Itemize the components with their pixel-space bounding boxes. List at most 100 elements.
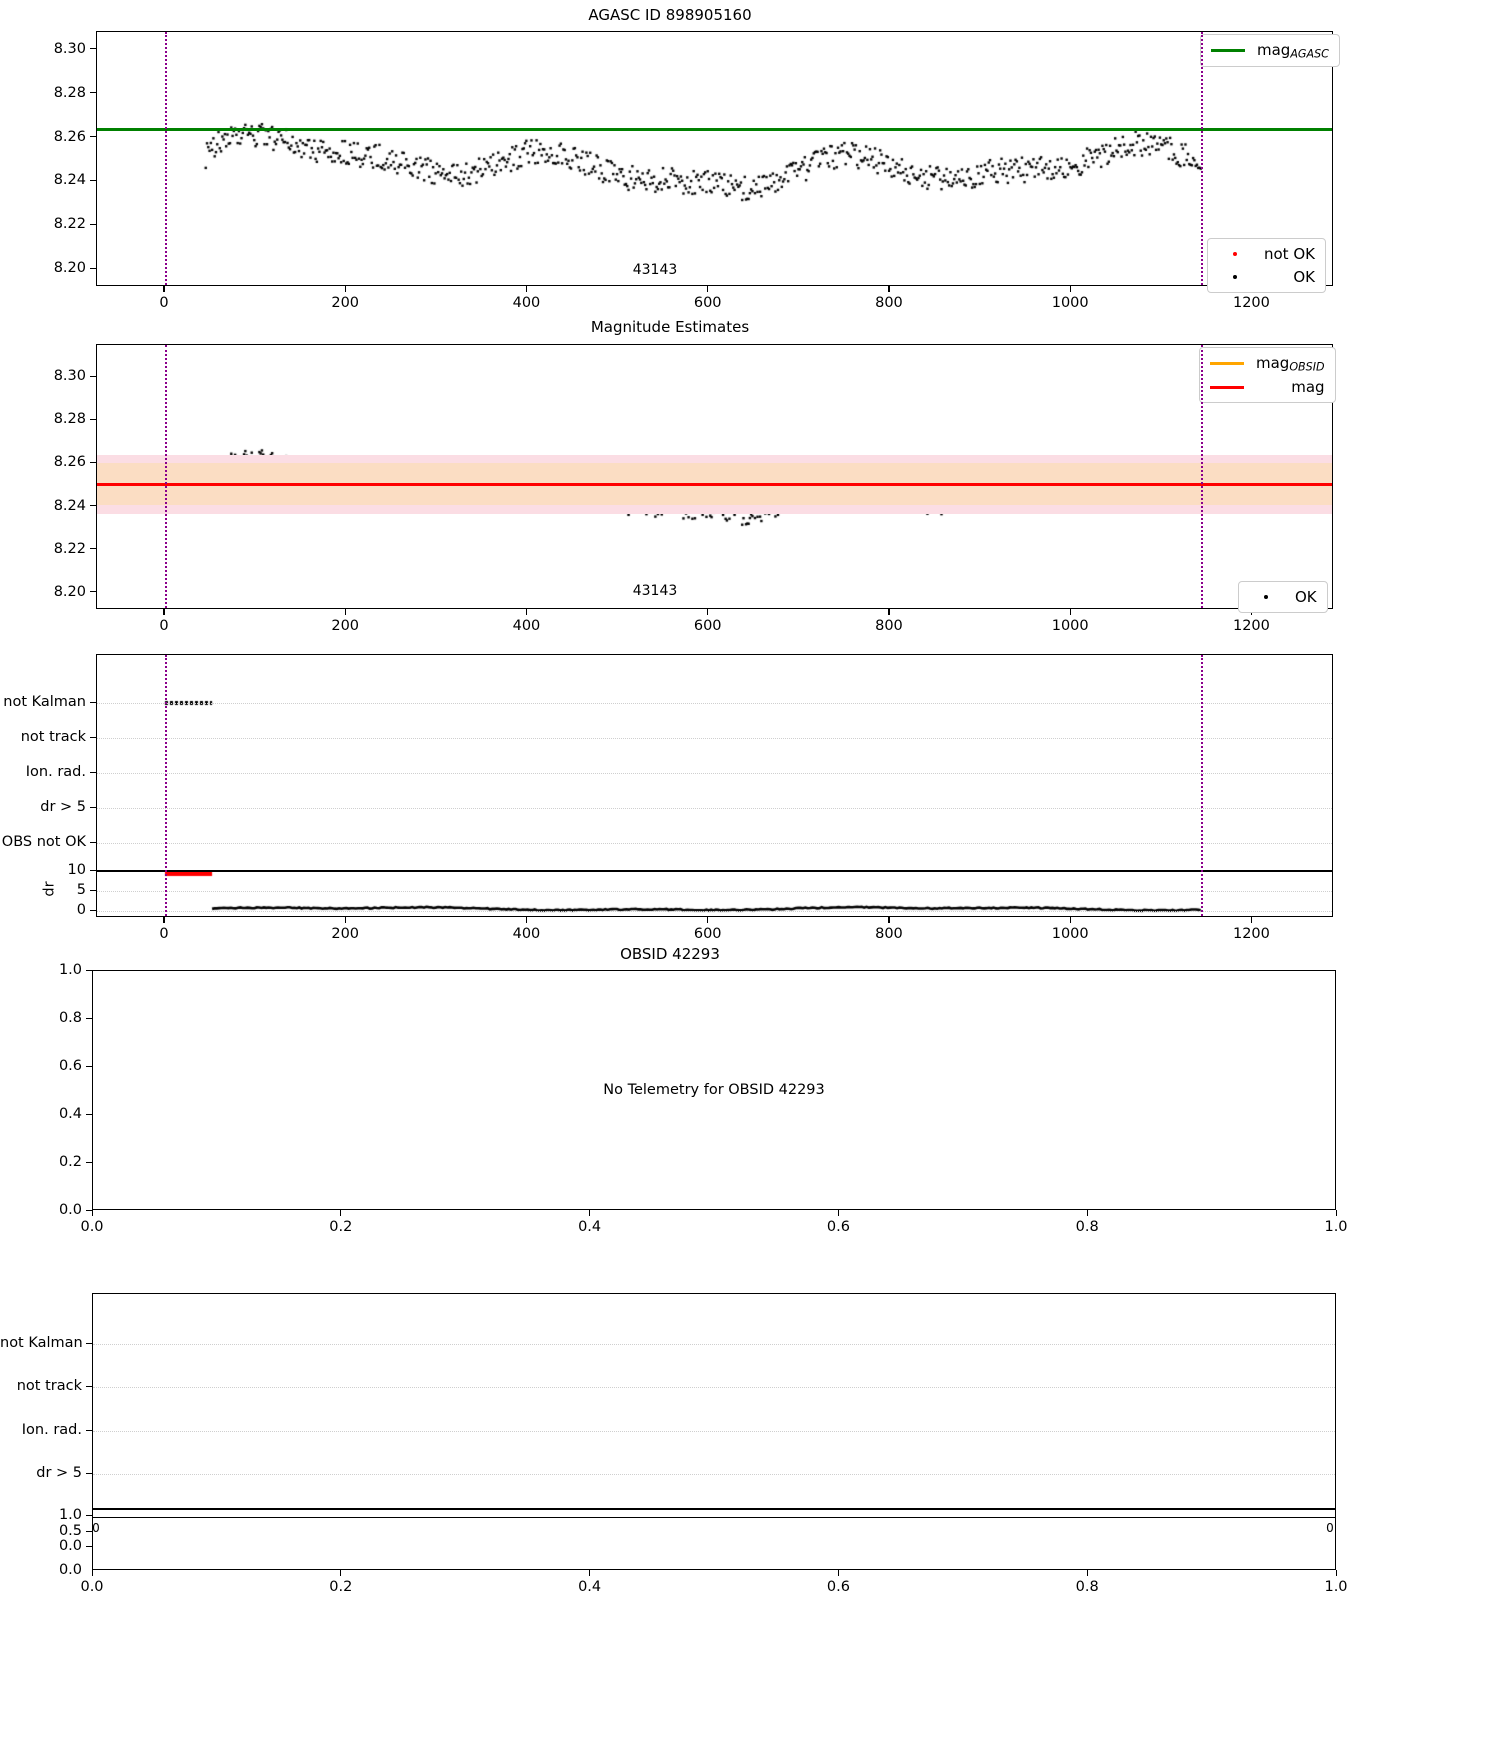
legend-label-mag-obsid: magOBSID bbox=[1256, 354, 1325, 374]
y-tick-mark bbox=[90, 841, 96, 843]
panel1-ytick-8.30: 8.30 bbox=[53, 40, 86, 57]
panel4-title: OBSID 42293 bbox=[620, 945, 720, 963]
panel4-axes: No Telemetry for OBSID 42293 bbox=[92, 970, 1336, 1210]
legend-item-not-ok[interactable]: not OK bbox=[1216, 245, 1315, 263]
panel-obsid-42293: OBSID 42293 No Telemetry for OBSID 42293… bbox=[0, 940, 1500, 1250]
y-tick-mark bbox=[90, 548, 96, 550]
y-tick-mark bbox=[90, 267, 96, 269]
panel3-dr-grid-0 bbox=[97, 911, 1332, 912]
mag-agasc-line bbox=[97, 127, 1332, 131]
obsid-divider-1 bbox=[1200, 32, 1203, 285]
legend-item-ok[interactable]: OK bbox=[1216, 268, 1315, 286]
panel4-ytick-0.8: 0.8 bbox=[58, 1010, 82, 1026]
panel3-xtick-200: 200 bbox=[331, 926, 360, 942]
x-tick-mark bbox=[1335, 1210, 1337, 1216]
x-tick-mark bbox=[1250, 917, 1253, 923]
panel5-xtick-1.0: 1.0 bbox=[1324, 1579, 1348, 1595]
panel2-ytick-8.22: 8.22 bbox=[53, 540, 86, 557]
y-tick-mark bbox=[90, 461, 96, 464]
panel4-xtick-1.0: 1.0 bbox=[1324, 1219, 1348, 1235]
x-tick-mark bbox=[344, 286, 346, 292]
panel4-ytick-0.0: 0.0 bbox=[58, 1202, 82, 1218]
panel5-bottom-axes bbox=[92, 1518, 1336, 1570]
y-tick-mark bbox=[90, 418, 96, 420]
legend-item-mag[interactable]: mag bbox=[1208, 378, 1325, 396]
x-tick-mark bbox=[1069, 917, 1071, 923]
legend-label-mag: mag bbox=[1291, 378, 1325, 397]
panel1-legend-bottom[interactable]: not OK OK bbox=[1207, 238, 1326, 293]
y-tick-mark bbox=[90, 505, 96, 507]
panel2-legend-top[interactable]: magOBSID mag bbox=[1199, 347, 1336, 404]
panel1-ytick-8.22: 8.22 bbox=[53, 216, 86, 233]
panel1-scatter-layer bbox=[97, 32, 1332, 285]
legend-item-mag-agasc[interactable]: magAGASC bbox=[1209, 41, 1329, 60]
y-tick-mark bbox=[90, 701, 96, 703]
panel1-xtick-800: 800 bbox=[875, 295, 903, 311]
panel-telemetry-flags: not Kalman not track Ion. rad. dr > 5 OBS no… bbox=[0, 640, 1500, 942]
panel2-legend-bottom[interactable]: OK bbox=[1238, 581, 1328, 613]
panel5-gridline-3 bbox=[93, 1474, 1335, 1475]
panel-agasc-magnitude: AGASC ID 898905160 8.20 8.22 8.24 8.26 8.28 8… bbox=[0, 0, 1500, 311]
x-tick-mark bbox=[525, 917, 528, 923]
panel4-xtick-0.0: 0.0 bbox=[80, 1219, 104, 1235]
panel2-axes bbox=[96, 344, 1333, 609]
panel3-flag-not-track: not track bbox=[20, 729, 86, 745]
obsid-divider-0 bbox=[164, 655, 167, 916]
panel1-legend-top[interactable]: magAGASC bbox=[1200, 34, 1340, 68]
panel5-flag-not-kalman: not Kalman bbox=[0, 1335, 83, 1351]
panel4-xtick-0.8: 0.8 bbox=[1075, 1219, 1099, 1235]
panel3-xtick-400: 400 bbox=[512, 926, 541, 942]
panel5-xtick-mark bbox=[1335, 1570, 1337, 1576]
panel3-gridline-4 bbox=[97, 843, 1332, 844]
x-tick-mark bbox=[344, 609, 346, 615]
panel5-xtick-0.2: 0.2 bbox=[329, 1579, 353, 1595]
panel2-obsid-annotation: 43143 bbox=[632, 583, 678, 599]
x-tick-mark bbox=[525, 286, 528, 292]
panel4-ytick-0.4: 0.4 bbox=[58, 1106, 82, 1122]
panel5-dr-tick-mark bbox=[86, 1530, 92, 1532]
panel3-gridline-2 bbox=[97, 773, 1332, 774]
panel5-xtick-mark bbox=[837, 1570, 839, 1576]
panel2-ytick-8.24: 8.24 bbox=[53, 497, 86, 514]
panel3-axes bbox=[96, 654, 1333, 917]
y-tick-mark bbox=[90, 771, 96, 773]
obsid-divider-0 bbox=[164, 32, 167, 285]
panel5-xtick-0.4: 0.4 bbox=[578, 1579, 602, 1595]
panel5-dr-tick-0.0: 0.0 bbox=[58, 1538, 82, 1554]
black-dot-icon bbox=[1216, 275, 1254, 279]
legend-item-mag-obsid[interactable]: magOBSID bbox=[1208, 354, 1325, 373]
panel2-xtick-0: 0 bbox=[159, 618, 169, 634]
y-tick-mark bbox=[86, 1209, 92, 1211]
panel5-xtick-0.6: 0.6 bbox=[826, 1579, 850, 1595]
no-telemetry-message: No Telemetry for OBSID 42293 bbox=[603, 1082, 825, 1098]
y-tick-mark bbox=[90, 909, 96, 911]
x-tick-mark bbox=[1086, 1210, 1088, 1216]
legend-item-ok-2[interactable]: OK bbox=[1247, 588, 1317, 606]
panel1-ytick-8.20: 8.20 bbox=[53, 260, 86, 277]
x-tick-mark bbox=[837, 1210, 839, 1216]
panel1-ytick-8.24: 8.24 bbox=[53, 172, 86, 189]
panel5-flag-ion-rad-: Ion. rad. bbox=[21, 1422, 82, 1438]
x-tick-mark bbox=[163, 609, 165, 615]
x-tick-mark bbox=[163, 286, 165, 292]
y-tick-mark bbox=[90, 92, 96, 94]
panel2-ytick-8.20: 8.20 bbox=[53, 583, 86, 600]
panel3-xtick-600: 600 bbox=[693, 926, 722, 942]
panel3-xtick-800: 800 bbox=[875, 926, 903, 942]
mag-line bbox=[97, 483, 1332, 487]
panel5-gridline-0 bbox=[93, 1344, 1335, 1345]
panel1-xtick-200: 200 bbox=[331, 295, 360, 311]
y-tick-mark bbox=[90, 48, 96, 50]
obsid-divider-0 bbox=[164, 345, 167, 608]
panel3-dr-tick-10: 10 bbox=[67, 862, 86, 878]
y-tick-mark bbox=[90, 375, 96, 377]
x-tick-mark bbox=[525, 609, 528, 615]
panel4-ytick-0.2: 0.2 bbox=[58, 1154, 82, 1170]
panel2-xtick-1200: 1200 bbox=[1232, 618, 1270, 634]
panel1-xtick-1000: 1000 bbox=[1051, 295, 1089, 311]
panel5-gridline-2 bbox=[93, 1431, 1335, 1432]
legend-label-ok-2: OK bbox=[1295, 588, 1317, 606]
legend-label-not-ok: not OK bbox=[1264, 245, 1315, 263]
x-tick-mark bbox=[888, 917, 890, 923]
